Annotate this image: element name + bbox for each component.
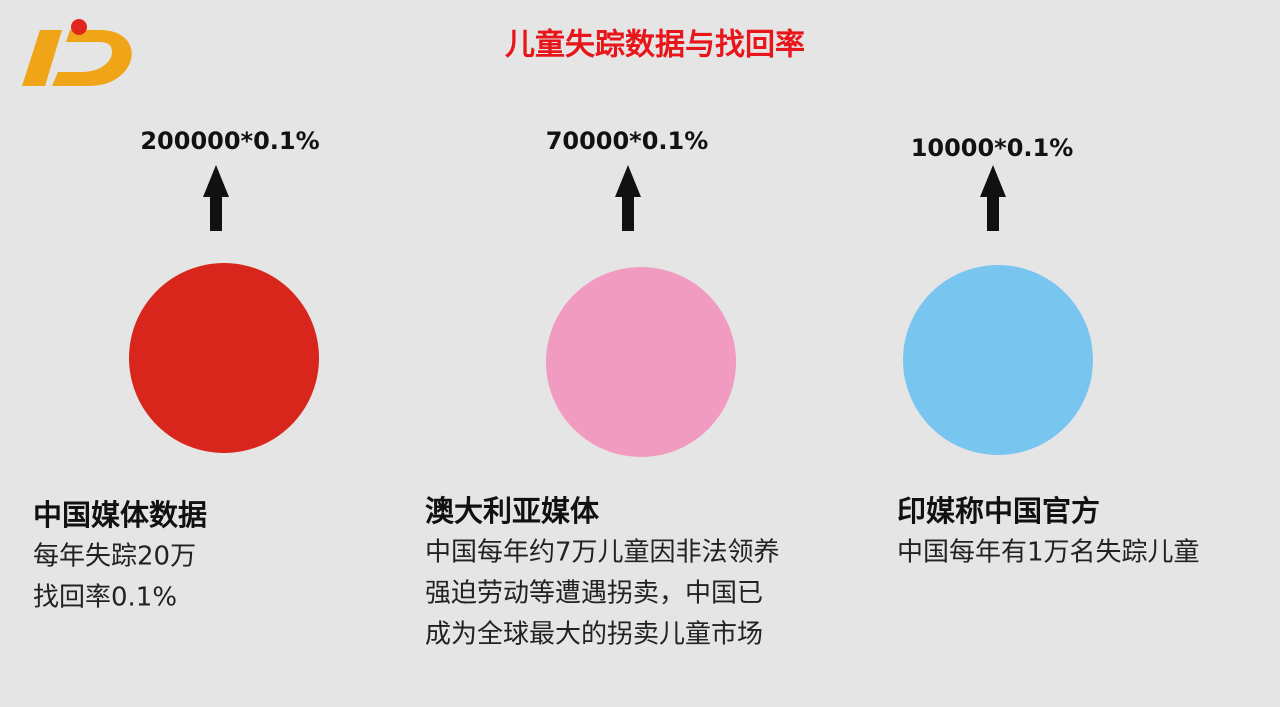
heading: 印媒称中国官方 — [897, 494, 1100, 528]
arrow-head — [203, 165, 229, 197]
arrow-shaft — [987, 194, 999, 231]
description-line: 成为全球最大的拐卖儿童市场 — [425, 620, 763, 650]
logo — [22, 19, 132, 86]
circle — [903, 265, 1093, 455]
description-line: 找回率0.1% — [33, 583, 177, 613]
arrow-shaft — [210, 194, 222, 231]
arrow-shaft — [622, 194, 634, 231]
arrow-head — [980, 165, 1006, 197]
formula: 70000*0.1% — [546, 127, 709, 155]
arrow-head — [615, 165, 641, 197]
title: 儿童失踪数据与找回率 — [505, 28, 805, 63]
description-line: 每年失踪20万 — [33, 542, 196, 572]
formula: 10000*0.1% — [911, 134, 1074, 162]
description-line: 强迫劳动等遭遇拐卖，中国已 — [425, 579, 763, 609]
description-line: 中国每年约7万儿童因非法领养 — [425, 538, 780, 568]
formula: 200000*0.1% — [140, 127, 319, 155]
circle — [129, 263, 319, 453]
heading: 澳大利亚媒体 — [425, 494, 600, 528]
heading: 中国媒体数据 — [33, 498, 207, 532]
circle — [546, 267, 736, 457]
description-line: 中国每年有1万名失踪儿童 — [897, 538, 1200, 568]
